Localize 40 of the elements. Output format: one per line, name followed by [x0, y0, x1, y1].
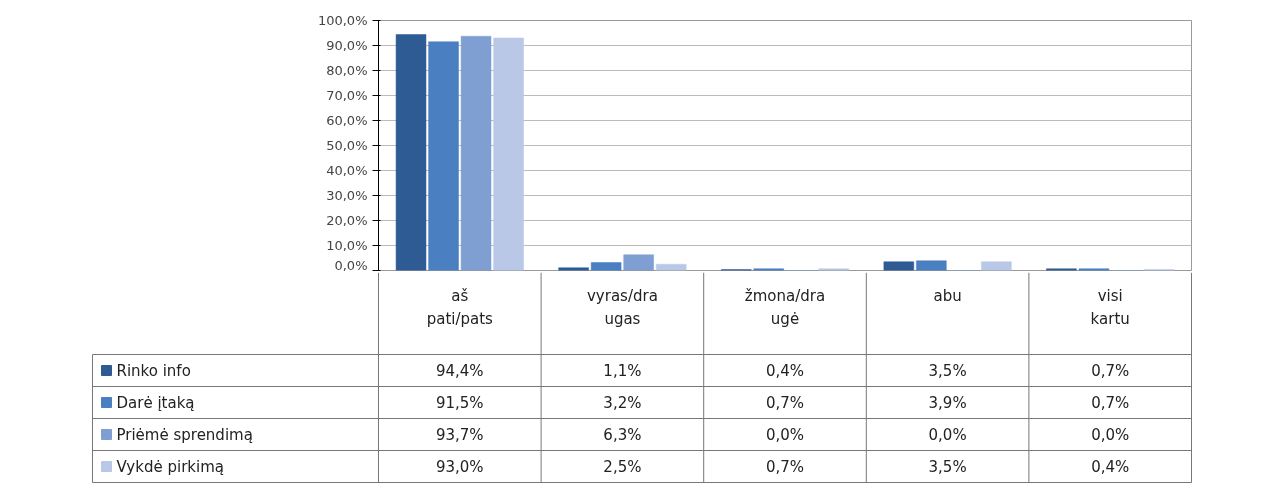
- data-label: 0,7%: [765, 457, 805, 476]
- y-tick-label: 100,0%: [317, 13, 368, 28]
- data-label: 2,5%: [603, 457, 642, 476]
- y-tick-label: 40,0%: [326, 163, 368, 178]
- data-label: 3,5%: [928, 457, 967, 476]
- data-label: 3,5%: [928, 361, 967, 380]
- data-label: 94,4%: [435, 361, 484, 380]
- x-tick-label: aš pati/pats: [426, 286, 494, 328]
- y-tick-label: 80,0%: [326, 63, 368, 78]
- x-tick-label: vyras/draugas: [586, 286, 658, 328]
- data-label: 3,2%: [603, 393, 642, 412]
- legend-label: Vykdė pirkimą: [116, 457, 224, 476]
- y-tick-label: 60,0%: [326, 113, 368, 128]
- y-tick-label: 0,0%: [334, 257, 368, 273]
- data-label: 0,7%: [765, 393, 805, 412]
- x-tick-label: žmona/draugė: [744, 286, 826, 328]
- data-label: 93,7%: [435, 425, 484, 444]
- data-label: 3,9%: [928, 393, 967, 412]
- x-tick-label: abu: [933, 286, 962, 305]
- data-label: 6,3%: [603, 425, 642, 444]
- data-label: 0,4%: [765, 361, 805, 380]
- x-tick-label: visi kartu: [1090, 286, 1130, 328]
- y-tick-label: 20,0%: [326, 213, 368, 228]
- data-label: 0,7%: [1091, 393, 1130, 412]
- y-tick-label: 10,0%: [326, 238, 368, 253]
- y-tick-label: 50,0%: [326, 138, 368, 153]
- y-tick-label: 70,0%: [326, 88, 368, 103]
- data-label: 1,1%: [603, 361, 642, 380]
- data-label: 0,0%: [928, 425, 967, 444]
- legend-label: Rinko info: [116, 361, 191, 380]
- data-label: 0,0%: [765, 425, 805, 444]
- legend-label: Darė įtaką: [116, 393, 195, 412]
- data-label: 0,4%: [1091, 457, 1130, 476]
- y-tick-label: 90,0%: [326, 38, 368, 53]
- data-label: 93,0%: [435, 457, 484, 476]
- y-tick-label: 30,0%: [326, 188, 368, 203]
- data-label: 91,5%: [435, 393, 484, 412]
- legend-label: Priėmė sprendimą: [116, 425, 253, 444]
- data-label: 0,0%: [1091, 425, 1130, 444]
- data-label: 0,7%: [1091, 361, 1130, 380]
